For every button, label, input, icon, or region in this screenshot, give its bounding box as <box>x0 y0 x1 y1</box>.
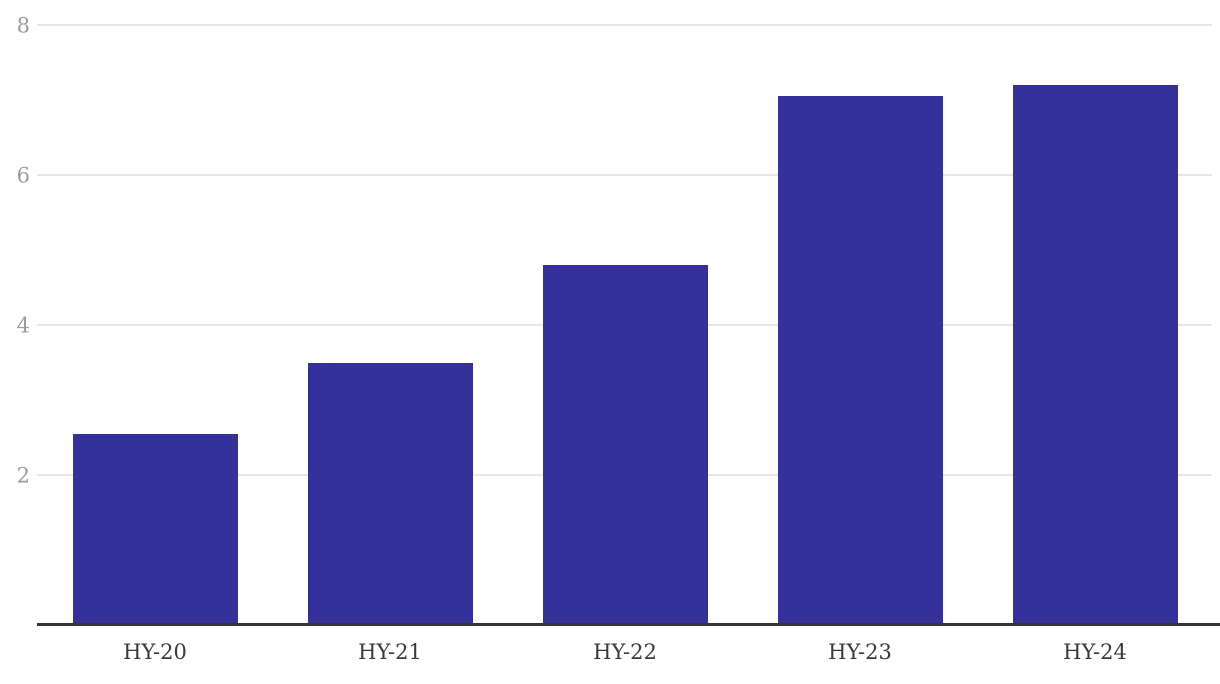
y-axis-tick-label: 2 <box>16 463 30 488</box>
y-axis-tick-label: 6 <box>16 163 30 188</box>
x-axis-tick-label: HY-20 <box>123 640 187 664</box>
bar <box>542 265 708 625</box>
y-axis-tick-label: 8 <box>16 13 30 38</box>
bar <box>307 362 473 625</box>
bar <box>1012 85 1178 625</box>
x-axis-tick-label: HY-23 <box>828 640 892 664</box>
bar <box>72 433 238 625</box>
bar <box>777 96 943 625</box>
y-gridline <box>37 174 1212 176</box>
y-axis-tick-label: 4 <box>16 313 30 338</box>
y-gridline <box>37 24 1212 26</box>
x-axis-tick-label: HY-21 <box>358 640 422 664</box>
x-axis-line <box>37 623 1220 626</box>
x-axis-tick-label: HY-22 <box>593 640 657 664</box>
x-axis-tick-label: HY-24 <box>1063 640 1127 664</box>
